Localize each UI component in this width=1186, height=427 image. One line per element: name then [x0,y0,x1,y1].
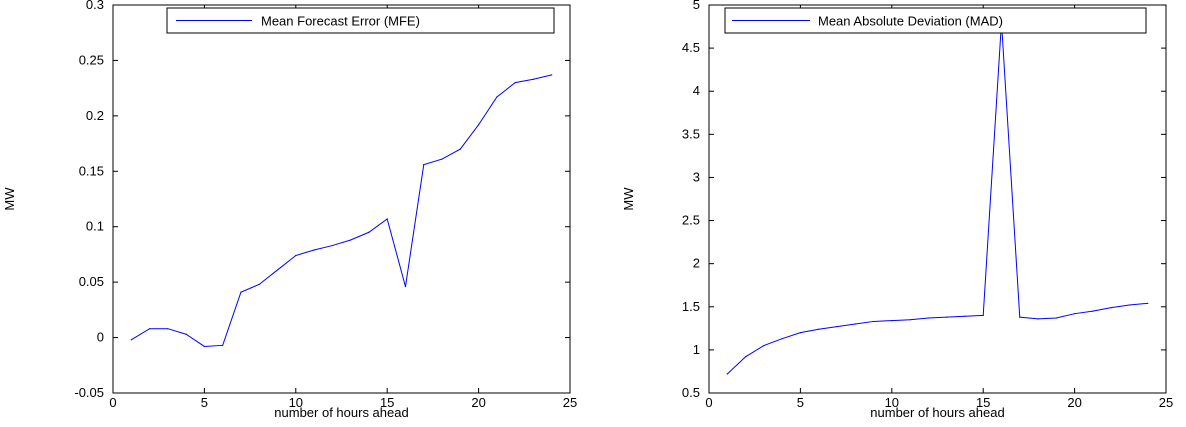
data-point [964,315,966,317]
legend-label: Mean Forecast Error (MFE) [261,14,420,29]
data-point [799,332,802,334]
x-axis-label: number of hours ahead [274,405,408,420]
data-point [891,319,893,322]
x-tick-label: 10 [289,395,303,410]
x-tick-label: 0 [705,395,712,410]
data-point [295,254,297,257]
data-point [744,356,747,358]
y-tick-label: 0.3 [86,0,104,12]
x-tick-label: 10 [885,395,899,410]
y-tick-label: 0.15 [79,163,104,178]
data-point [551,74,553,76]
y-tick-label: 0.25 [79,52,104,67]
x-tick-label: 15 [380,395,394,410]
data-point [1110,307,1112,309]
legend-label: Mean Absolute Deviation (MAD) [818,14,1003,29]
data-point [854,323,856,325]
data-point [404,285,407,288]
y-tick-label: 0.2 [86,108,104,123]
x-tick-label: 20 [1067,395,1081,410]
plot-area-frame [708,4,1167,394]
y-tick-label: 0.1 [86,219,104,234]
data-point [496,96,498,98]
data-point [386,218,388,220]
series-line-1 [131,74,552,347]
x-tick-label: 25 [1159,395,1173,410]
y-tick-label: 3.5 [682,126,700,141]
data-point [982,314,984,316]
data-point [167,328,169,330]
data-point [148,328,151,330]
y-tick-label: 0.5 [682,385,700,400]
y-tick-label: 0.05 [79,274,104,289]
data-point [1019,316,1021,318]
data-point [313,249,315,251]
chart-panel-2: 0 5 10 15 20 25 0.5 1 1.5 2 2.5 3 3.5 4 4.5 5 number of … [621,0,1173,420]
data-point [946,316,948,318]
data-point [1092,310,1094,312]
x-axis-label: number of hours ahead [870,405,1004,420]
y-tick-label: 1.5 [682,299,700,314]
data-point [1037,318,1039,320]
data-point [203,345,205,348]
x-tick-label: 15 [976,395,990,410]
y-tick-label: 5 [693,0,700,12]
x-tick-label: 25 [563,395,577,410]
data-point [478,124,480,126]
y-tick-label: 1 [693,342,700,357]
chart-panel-1: 0 5 10 15 20 25 -0.05 0 0.05 0.1 0.15 0.2 0.25 0.3 num… [2,0,577,420]
x-tick-label: 5 [201,395,208,410]
data-point [331,244,333,247]
data-point [368,231,370,233]
data-point [423,164,425,166]
data-point [130,339,132,341]
y-axis-label: MW [621,187,636,211]
legend: Mean Forecast Error (MFE) [166,7,555,34]
data-point [836,326,838,328]
data-point [872,320,875,323]
data-point [1147,302,1149,304]
data-point [1128,304,1131,306]
data-point [222,344,224,346]
y-tick-label: -0.05 [74,385,104,400]
data-point [1055,317,1057,319]
data-point [240,291,242,293]
data-point [726,373,728,375]
x-tick-label: 5 [797,395,804,410]
y-tick-label: 0 [97,330,104,345]
data-point [1074,313,1076,315]
data-point [441,158,443,160]
y-axis-label: MW [2,187,17,211]
data-point [350,239,352,241]
data-point [909,319,911,321]
data-point [532,78,535,80]
data-point [763,344,765,347]
data-point [185,333,187,335]
x-tick-label: 20 [471,395,485,410]
data-point [514,82,516,84]
series-line-1 [726,22,1148,375]
data-point [459,148,461,150]
data-point [927,317,929,319]
x-tick-label: 0 [109,395,116,410]
data-point [258,283,260,285]
y-tick-label: 2 [693,256,700,271]
y-tick-label: 2.5 [682,213,700,228]
data-point [818,328,820,330]
y-tick-label: 4.5 [682,40,700,55]
y-tick-label: 4 [693,83,700,98]
legend: Mean Absolute Deviation (MAD) [724,7,1147,34]
y-tick-label: 3 [693,169,700,184]
data-point [781,338,783,340]
data-point [276,269,279,271]
plot-area-frame [112,4,571,394]
